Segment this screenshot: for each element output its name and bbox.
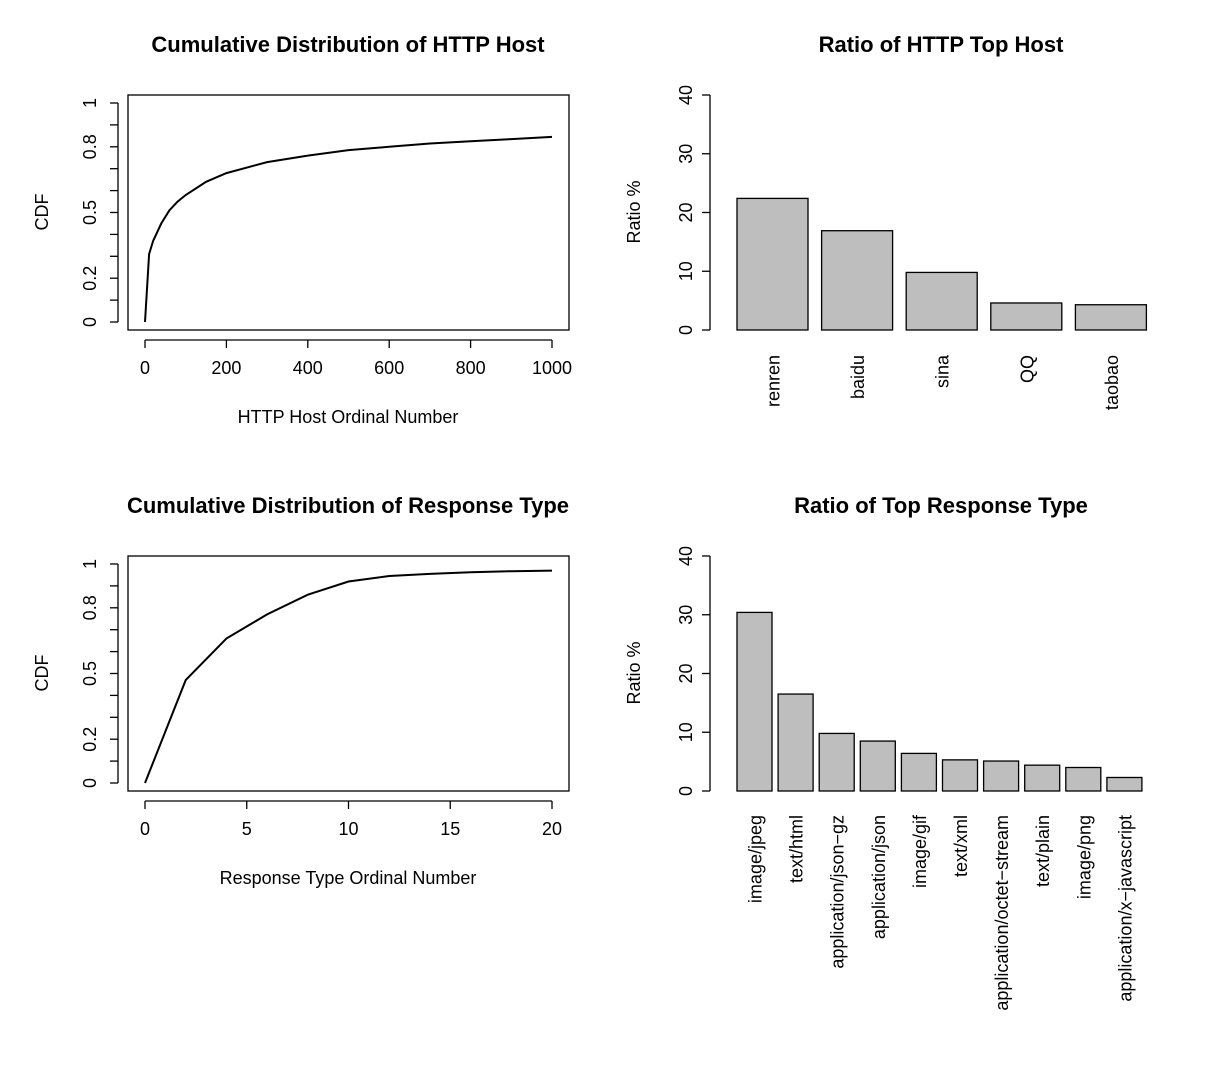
chart-title: Ratio of Top Response Type [794,493,1088,518]
x-category-label: renren [764,355,784,407]
y-tick-label: 0.5 [80,661,100,686]
x-tick-label: 20 [542,819,562,839]
top-response-type-bar-chart: Ratio of Top Response Type Ratio % 0 10 20… [624,493,1143,1011]
x-tick-label: 1000 [532,358,572,378]
cdf-curve [144,569,553,784]
x-category-label: sina [933,354,953,388]
plot-frame [127,555,570,792]
x-category-label: image/gif [910,814,930,888]
bar [859,740,896,792]
y-tick-label: 0 [676,325,696,335]
data-marks [736,197,1148,331]
y-tick-label: 0.8 [80,595,100,620]
x-category-label: text/xml [951,815,971,877]
y-tick-label: 40 [676,546,696,566]
response-type-cdf-chart: Cumulative Distribution of Response Type… [32,493,570,888]
bar [777,693,814,792]
x-category-label: image/png [1074,815,1094,899]
x-category-label: application/x−javascript [1115,815,1135,1002]
x-category-label: text/plain [1033,815,1053,887]
bar [820,230,894,331]
x-axis-label: HTTP Host Ordinal Number [238,407,459,427]
cdf-curve [144,135,553,323]
x-category-label: text/html [787,815,807,883]
data-marks [144,569,553,784]
x-category-label: baidu [848,355,868,399]
x-category-label: application/json−gz [828,815,848,969]
x-category-label: QQ [1017,355,1037,383]
bar [941,759,979,792]
x-tick-label: 5 [242,819,252,839]
http-top-host-bar-chart: Ratio of HTTP Top Host Ratio % 0 10 20 30 40… [624,32,1148,410]
bar [990,302,1063,331]
y-tick-label: 0 [676,786,696,796]
x-category-label: taobao [1102,355,1122,410]
y-axis-label: Ratio % [624,180,644,243]
x-tick-label: 600 [374,358,404,378]
x-tick-label: 200 [211,358,241,378]
y-tick-label: 20 [676,202,696,222]
y-tick-label: 10 [676,722,696,742]
bar [736,611,773,792]
y-axis: 0 0.2 0.5 0.8 1 [80,559,119,788]
y-tick-label: 0.2 [80,266,100,291]
bar [900,752,938,792]
y-tick-label: 0.2 [80,727,100,752]
data-marks [736,611,1143,792]
y-tick-label: 0.8 [80,134,100,159]
plot-frame [127,94,570,331]
y-tick-label: 20 [676,663,696,683]
y-axis: 0 10 20 30 40 [676,85,711,335]
y-axis-label: CDF [32,194,52,231]
y-axis-label: CDF [32,655,52,692]
x-axis: image/jpeg text/html application/json−gz ap… [746,814,1136,1011]
bar [1106,776,1143,792]
bar [736,197,809,331]
y-tick-label: 1 [80,98,100,108]
x-tick-label: 15 [440,819,460,839]
bar [1024,764,1061,792]
x-category-label: image/jpeg [746,815,766,903]
y-axis-label: Ratio % [624,641,644,704]
x-axis: renren baidu sina QQ taobao [764,354,1122,410]
x-category-label: application/octet−stream [992,815,1012,1011]
y-tick-label: 1 [80,559,100,569]
x-tick-label: 0 [140,819,150,839]
y-tick-label: 0.5 [80,200,100,225]
x-tick-label: 800 [456,358,486,378]
chart-title: Cumulative Distribution of HTTP Host [151,32,545,57]
y-axis: 0 10 20 30 40 [676,546,711,796]
y-tick-label: 10 [676,261,696,281]
bar [818,732,855,792]
y-tick-label: 30 [676,144,696,164]
bar [905,271,978,331]
y-tick-label: 0 [80,778,100,788]
x-axis-label: Response Type Ordinal Number [220,868,477,888]
data-marks [144,135,553,323]
y-tick-label: 30 [676,605,696,625]
x-category-label: application/json [869,815,889,939]
x-tick-label: 400 [293,358,323,378]
bar [1065,766,1102,792]
http-host-cdf-chart: Cumulative Distribution of HTTP Host HTT… [32,32,572,427]
chart-title: Cumulative Distribution of Response Type [127,493,569,518]
bar [982,760,1020,792]
x-tick-label: 10 [338,819,358,839]
y-tick-label: 40 [676,85,696,105]
chart-title: Ratio of HTTP Top Host [819,32,1064,57]
x-tick-label: 0 [140,358,150,378]
x-axis: 0 5 10 15 20 [140,800,562,839]
x-axis: 0 200 400 600 800 1000 [140,339,572,378]
y-tick-label: 0 [80,317,100,327]
bar [1074,304,1148,331]
y-axis: 0 0.2 0.5 0.8 1 [80,98,119,327]
